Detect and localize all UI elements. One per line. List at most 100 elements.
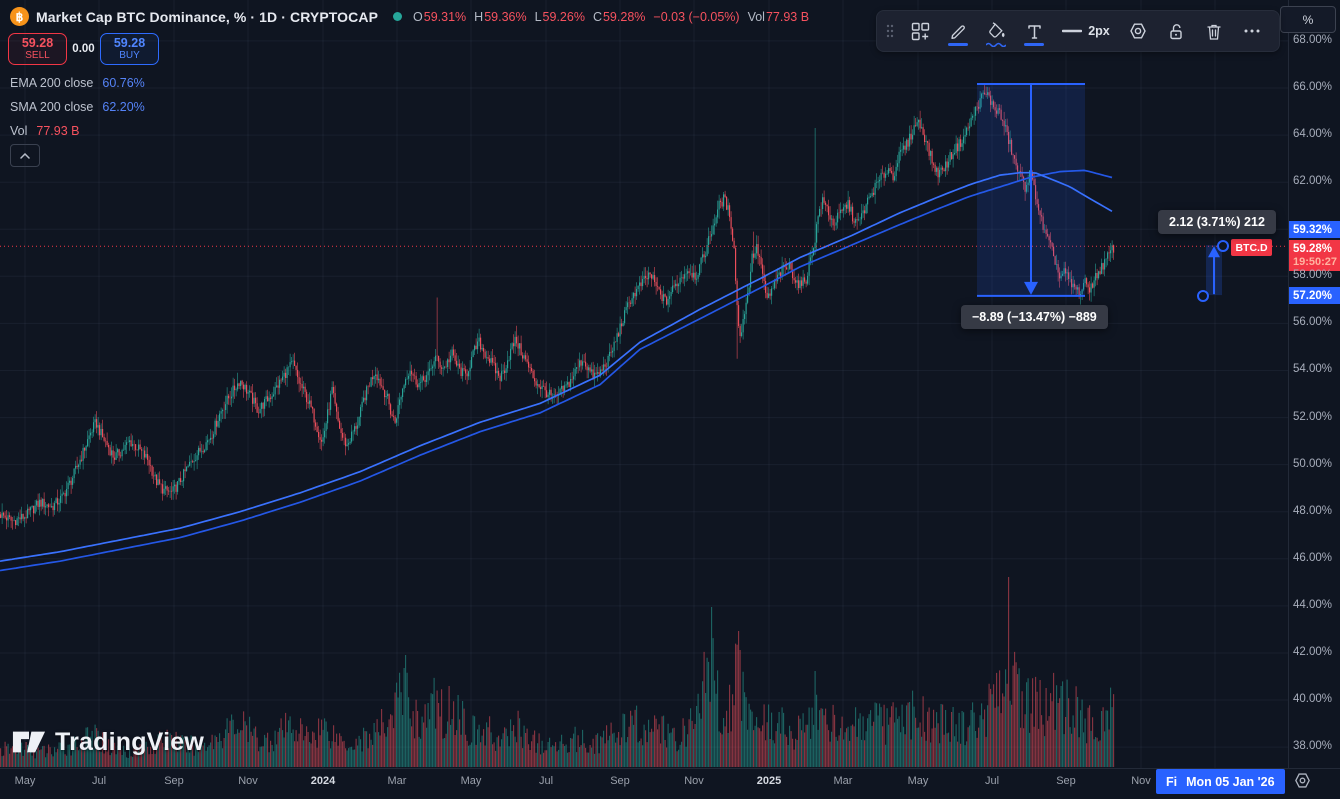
symbol-title[interactable]: Market Cap BTC Dominance, % · 1D · CRYPT…	[36, 8, 379, 25]
drawing-toolbar: 2px	[876, 10, 1280, 52]
range-handle-low	[1197, 290, 1209, 302]
ema-legend-row[interactable]: EMA 200 close 60.76%	[10, 76, 145, 90]
vol-row-value: 77.93 B	[36, 124, 80, 138]
time-tick-label: Mar	[833, 775, 853, 787]
market-status-dot-icon	[393, 12, 403, 21]
vol-row-label: Vol	[10, 124, 28, 138]
line-color-tool-button[interactable]	[939, 11, 977, 51]
ema-200-line	[0, 171, 1113, 563]
price-tick-label: 52.00%	[1293, 410, 1333, 423]
range-handle-high	[1217, 240, 1229, 252]
line-width-button[interactable]: 2px	[1053, 11, 1119, 51]
fill-color-tool-button[interactable]	[977, 11, 1015, 51]
time-tick-label: Sep	[1056, 775, 1076, 787]
line-width-icon	[1062, 29, 1083, 33]
settings-button[interactable]	[1119, 11, 1157, 51]
text-color-tool-button[interactable]	[1015, 11, 1053, 51]
price-tick-label: 48.00%	[1293, 504, 1333, 517]
tradingview-logo-text: TradingView	[55, 727, 205, 756]
trash-icon	[1207, 24, 1221, 40]
date-range-measure-label: −8.89 (−13.47%) −889	[961, 305, 1108, 329]
price-tick-label: 58.00%	[1293, 269, 1333, 282]
ellipsis-icon	[1244, 29, 1260, 33]
buy-price: 59.28	[113, 36, 146, 50]
high-label: H	[474, 9, 484, 24]
volume-label: Vol	[747, 9, 765, 24]
price-unit-button[interactable]: %	[1280, 6, 1336, 33]
price-axis[interactable]: 59.32% 59.28% 19:50:27 57.20% 68.00% 66.0…	[1289, 0, 1340, 768]
date-badge-prefix: Fi	[1166, 774, 1178, 789]
chevron-up-icon	[20, 152, 30, 159]
pencil-active-color-bar	[948, 43, 968, 46]
price-tick-label: 46.00%	[1293, 551, 1333, 564]
time-tick-label: May	[460, 775, 482, 787]
sell-label: SELL	[25, 50, 50, 61]
price-tick-label: 42.00%	[1293, 645, 1333, 658]
add-drawing-template-button[interactable]	[901, 11, 939, 51]
more-options-button[interactable]	[1233, 11, 1271, 51]
high-value: 59.36%	[484, 9, 527, 24]
sma-legend-row[interactable]: SMA 200 close 62.20%	[10, 100, 145, 114]
price-tick-label: 44.00%	[1293, 598, 1333, 611]
paint-bucket-icon	[988, 21, 1005, 38]
price-axis-border	[1288, 0, 1289, 768]
bar-countdown: 19:50:27	[1293, 256, 1338, 268]
fill-active-color-wave	[986, 42, 1006, 47]
time-tick-label: Sep	[164, 775, 184, 787]
layout-template-icon	[911, 22, 929, 40]
range-high-price-badge: 59.32%	[1289, 221, 1340, 238]
ema-value: 60.76%	[102, 76, 145, 90]
date-price-range-tool[interactable]	[977, 82, 1085, 297]
text-icon	[1027, 24, 1041, 39]
collapse-legend-button[interactable]	[10, 144, 40, 167]
crosshair-date-badge: Fi Mon 05 Jan '26	[1156, 769, 1285, 794]
symbol-price-chip: BTC.D	[1231, 239, 1272, 256]
toolbar-drag-handle[interactable]	[879, 11, 901, 51]
buy-button[interactable]: 59.28 BUY	[100, 33, 159, 65]
spread-value: 0.00	[72, 43, 95, 55]
bitcoin-icon: ฿	[10, 7, 29, 26]
open-value: 59.31%	[423, 9, 467, 24]
close-value: 59.28%	[602, 9, 646, 24]
delete-drawing-button[interactable]	[1195, 11, 1233, 51]
time-tick-label: Mar	[387, 775, 407, 787]
tradingview-logo[interactable]: TradingView	[12, 727, 204, 757]
settings-hexagon-icon	[1130, 23, 1146, 39]
time-tick-label: Nov	[238, 775, 258, 787]
open-label: O	[413, 9, 423, 24]
price-tick-label: 56.00%	[1293, 316, 1333, 329]
time-tick-label: Nov	[1131, 775, 1151, 787]
range-low-price-badge: 57.20%	[1289, 287, 1340, 304]
price-tick-label: 68.00%	[1293, 33, 1333, 46]
time-tick-label: May	[907, 775, 929, 787]
date-badge-date: Mon 05 Jan '26	[1186, 774, 1275, 789]
text-active-color-bar	[1024, 43, 1044, 46]
time-tick-label: 2025	[756, 775, 782, 787]
sell-button[interactable]: 59.28 SELL	[8, 33, 67, 65]
time-tick-label: Jul	[538, 775, 554, 787]
drag-handle-icon	[886, 24, 894, 38]
price-range-tool[interactable]	[1197, 240, 1229, 302]
lock-drawing-button[interactable]	[1157, 11, 1195, 51]
sma-label: SMA 200 close	[10, 100, 94, 114]
time-axis-border	[0, 768, 1340, 769]
price-tick-label: 40.00%	[1293, 693, 1333, 706]
price-range-measure-label: 2.12 (3.71%) 212	[1158, 210, 1276, 234]
time-axis[interactable]: May Jul Sep Nov 2024 Mar May Jul Sep Nov 2025 Mar Ma…	[0, 769, 1340, 799]
buy-label: BUY	[119, 50, 140, 61]
sma-200-line	[0, 169, 1113, 572]
low-label: L	[534, 9, 542, 24]
last-price-value: 59.28%	[1293, 243, 1333, 255]
price-tick-label: 54.00%	[1293, 363, 1333, 376]
sma-value: 62.20%	[102, 100, 145, 114]
tradingview-mark-icon	[12, 731, 46, 753]
time-axis-settings-button[interactable]	[1293, 771, 1312, 795]
close-label: C	[592, 9, 602, 24]
volume-legend-row[interactable]: Vol 77.93 B	[10, 124, 79, 138]
ema-label: EMA 200 close	[10, 76, 94, 90]
time-tick-label: Jul	[91, 775, 107, 787]
price-tick-label: 62.00%	[1293, 175, 1333, 188]
time-tick-label: Nov	[684, 775, 704, 787]
